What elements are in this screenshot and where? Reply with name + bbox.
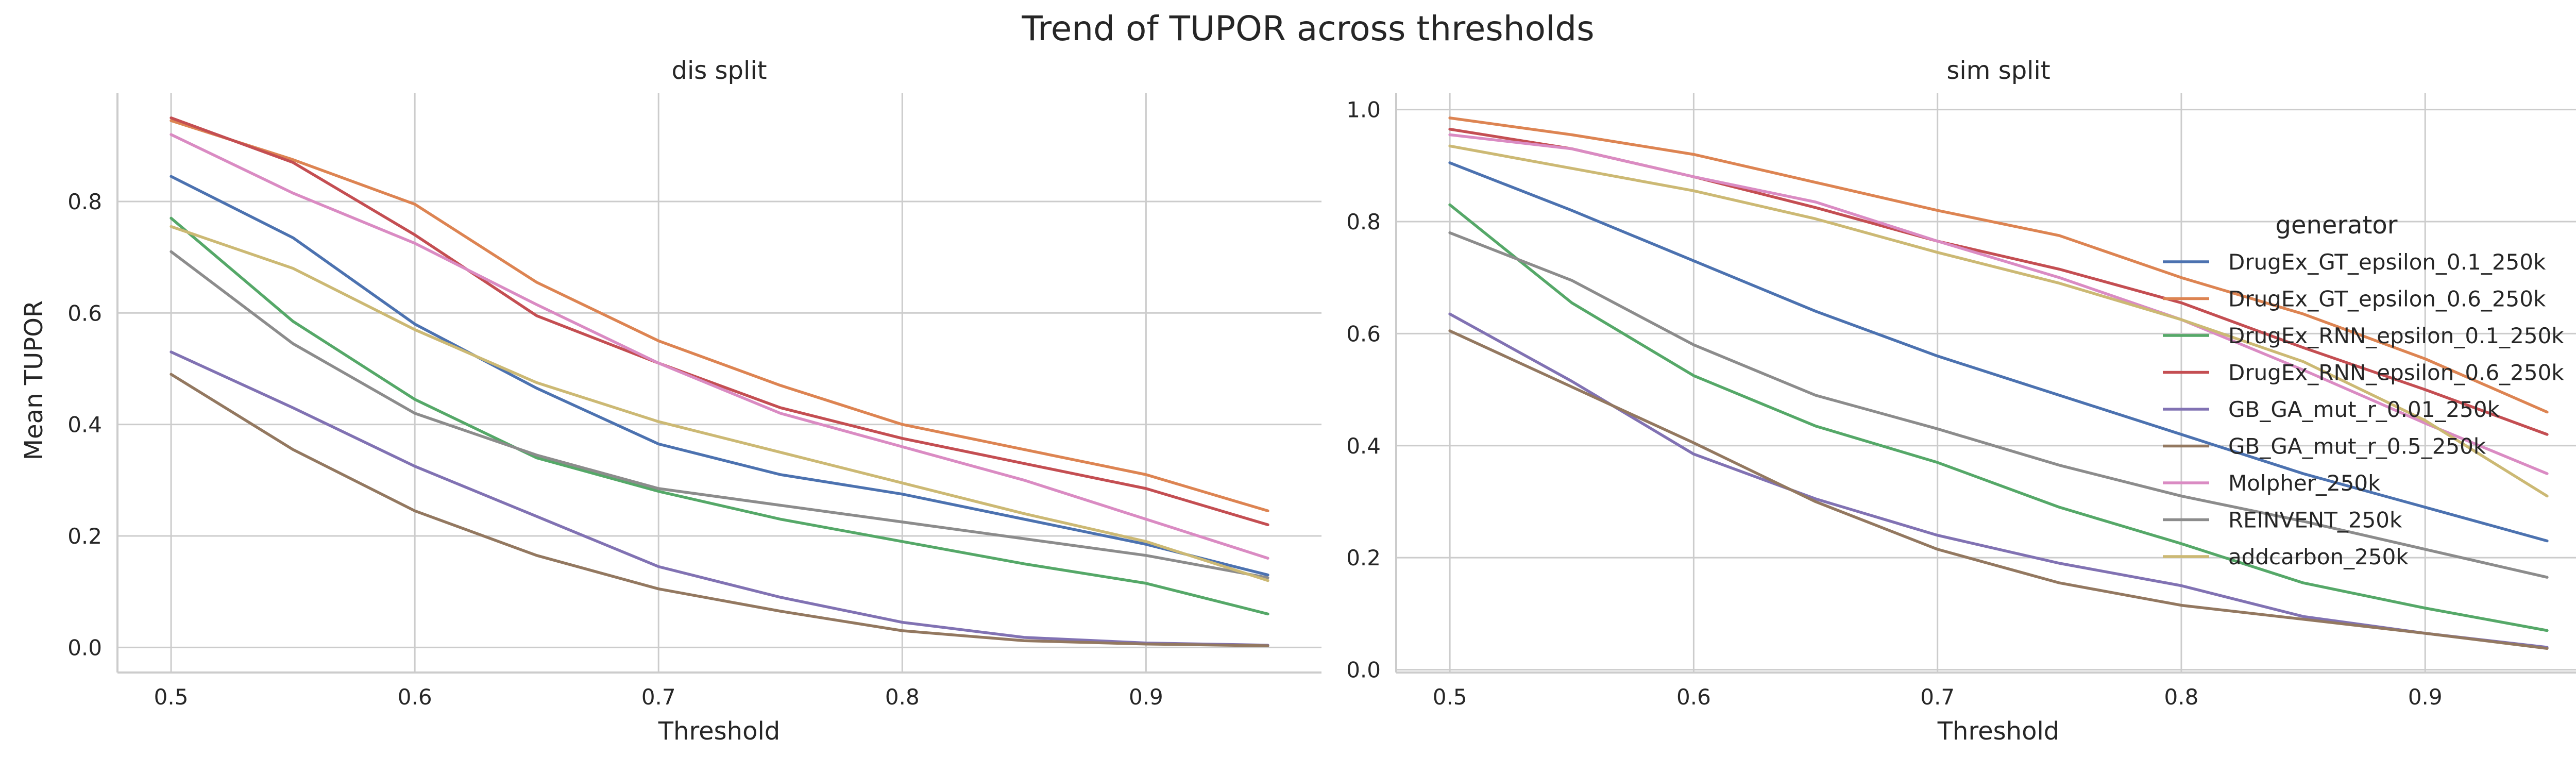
series-line-reinvent-250k — [1448, 231, 2549, 579]
x-tick-label: 0.5 — [1433, 684, 1467, 710]
series-line-molpher-250k — [1448, 133, 2549, 475]
series-line-addcarbon-250k — [170, 225, 1269, 582]
x-axis-label: Threshold — [1937, 717, 2060, 746]
x-tick-label: 0.7 — [1920, 684, 1955, 710]
legend-label-gb-ga-mut-r-0-01-250k: GB_GA_mut_r_0.01_250k — [2228, 397, 2500, 422]
legend-label-addcarbon-250k: addcarbon_250k — [2228, 544, 2409, 569]
legend-label-reinvent-250k: REINVENT_250k — [2228, 508, 2402, 533]
y-tick-label: 0.8 — [67, 189, 102, 214]
series-line-drugex-gt-epsilon-0-1-250k — [1448, 161, 2549, 543]
panel-dis-split: dis split 0.5 0.6 0.7 0.8 0.9 0.0 0.2 0.4 0.6 0.8… — [20, 56, 1321, 746]
series-line-gb-ga-mut-r-0-5-250k — [1448, 329, 2549, 650]
y-tick-label: 1.0 — [1346, 97, 1381, 123]
y-tick-label: 0.0 — [1346, 658, 1381, 683]
legend-label-molpher-250k: Molpher_250k — [2228, 470, 2381, 496]
y-tick-label: 0.6 — [1346, 321, 1381, 346]
panel-sim-split: sim split 0.5 0.6 0.7 0.8 0.9 0.0 0.2 0.4 0.6 0.8… — [1346, 56, 2576, 746]
series-line-drugex-gt-epsilon-0-1-250k — [170, 175, 1269, 577]
y-tick-label: 0.2 — [1346, 545, 1381, 570]
legend-title: generator — [2275, 211, 2397, 240]
y-tick-label: 0.4 — [1346, 433, 1381, 459]
chart-title: Trend of TUPOR across thresholds — [1021, 9, 1594, 48]
legend-label-drugex-rnn-epsilon-0-1-250k: DrugEx_RNN_epsilon_0.1_250k — [2228, 323, 2564, 348]
x-tick-label: 0.8 — [885, 684, 920, 710]
series-line-drugex-gt-epsilon-0-6-250k — [1448, 116, 2549, 414]
series-line-drugex-rnn-epsilon-0-6-250k — [170, 116, 1269, 527]
x-tick-label: 0.8 — [2164, 684, 2199, 710]
x-tick-label: 0.7 — [641, 684, 676, 710]
series-line-drugex-rnn-epsilon-0-1-250k — [1448, 203, 2549, 632]
legend: generator DrugEx_GT_epsilon_0.1_250k Drug… — [2163, 211, 2564, 569]
series-line-gb-ga-mut-r-0-5-250k — [170, 373, 1269, 647]
series-line-molpher-250k — [170, 133, 1269, 560]
series-line-gb-ga-mut-r-0-01-250k — [170, 350, 1269, 647]
legend-label-gb-ga-mut-r-0-5-250k: GB_GA_mut_r_0.5_250k — [2228, 434, 2486, 459]
x-axis-label: Threshold — [658, 717, 781, 746]
y-tick-label: 0.8 — [1346, 209, 1381, 234]
y-axis-label: Mean TUPOR — [20, 300, 48, 461]
y-tick-label: 0.0 — [67, 635, 102, 660]
series-line-drugex-gt-epsilon-0-6-250k — [170, 119, 1269, 513]
x-tick-label: 0.6 — [398, 684, 432, 710]
legend-label-drugex-gt-epsilon-0-1-250k: DrugEx_GT_epsilon_0.1_250k — [2228, 249, 2546, 275]
legend-label-drugex-gt-epsilon-0-6-250k: DrugEx_GT_epsilon_0.6_250k — [2228, 287, 2546, 312]
y-tick-label: 0.2 — [67, 524, 102, 549]
panel-title-sim-split: sim split — [1946, 56, 2050, 85]
x-tick-label: 0.6 — [1676, 684, 1711, 710]
series-line-drugex-rnn-epsilon-0-1-250k — [170, 216, 1269, 616]
y-tick-label: 0.4 — [67, 412, 102, 438]
x-tick-label: 0.9 — [2408, 684, 2443, 710]
series-line-addcarbon-250k — [1448, 144, 2549, 498]
x-tick-label: 0.5 — [154, 684, 189, 710]
y-tick-label: 0.6 — [67, 300, 102, 326]
panel-title-dis-split: dis split — [671, 56, 767, 85]
legend-label-drugex-rnn-epsilon-0-6-250k: DrugEx_RNN_epsilon_0.6_250k — [2228, 360, 2564, 385]
series-line-reinvent-250k — [170, 250, 1269, 579]
x-tick-label: 0.9 — [1129, 684, 1163, 710]
